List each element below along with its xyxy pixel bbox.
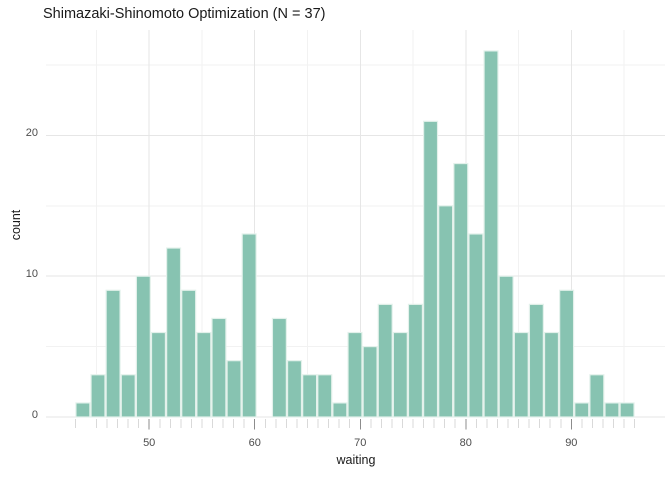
x-tick-label: 80 [459,437,472,449]
histogram-bar [377,303,393,418]
histogram-bar [166,247,182,418]
y-axis-title: count [9,209,23,241]
histogram-bar [75,402,91,418]
histogram-bar [211,317,227,418]
histogram-bar [574,402,590,418]
histogram-bar [604,402,620,418]
histogram-bar [528,303,544,418]
histogram-bar [407,303,424,418]
y-tick-label: 20 [25,126,38,139]
histogram-bar [513,331,529,418]
histogram-bar [483,50,499,418]
histogram-bar [347,331,363,418]
histogram-bar [90,374,106,418]
histogram-bar [543,331,560,418]
histogram-bar [589,374,605,418]
histogram-bar [271,317,287,418]
histogram-bar [619,402,635,418]
x-tick-label: 90 [565,437,578,449]
histogram-bar [196,331,212,418]
histogram-bar [423,120,439,418]
x-tick-label: 70 [354,437,367,449]
histogram-bar [453,162,469,418]
histogram-bar [226,360,242,418]
y-tick-label: 0 [31,408,38,421]
histogram-bar [120,374,136,418]
histogram-bar [302,374,318,418]
histogram-bar [241,233,257,418]
x-tick-label: 50 [143,437,156,449]
histogram-bar [150,331,167,418]
histogram-bar [468,233,484,418]
histogram-bar [286,360,303,418]
histogram-bar [559,289,575,418]
histogram-bar [105,289,121,418]
histogram-bar [392,331,408,418]
chart-title: Shimazaki-Shinomoto Optimization (N = 37… [43,6,326,22]
x-tick-label: 60 [248,437,261,449]
histogram-bar [317,374,333,418]
histogram-bar [362,346,378,418]
histogram-bar [135,275,151,418]
histogram-bar [438,205,454,418]
histogram-bar [498,275,514,418]
histogram-bar [332,402,348,418]
histogram-bar [181,289,197,418]
x-axis-title: waiting [336,453,376,467]
y-tick-label: 10 [25,267,38,280]
